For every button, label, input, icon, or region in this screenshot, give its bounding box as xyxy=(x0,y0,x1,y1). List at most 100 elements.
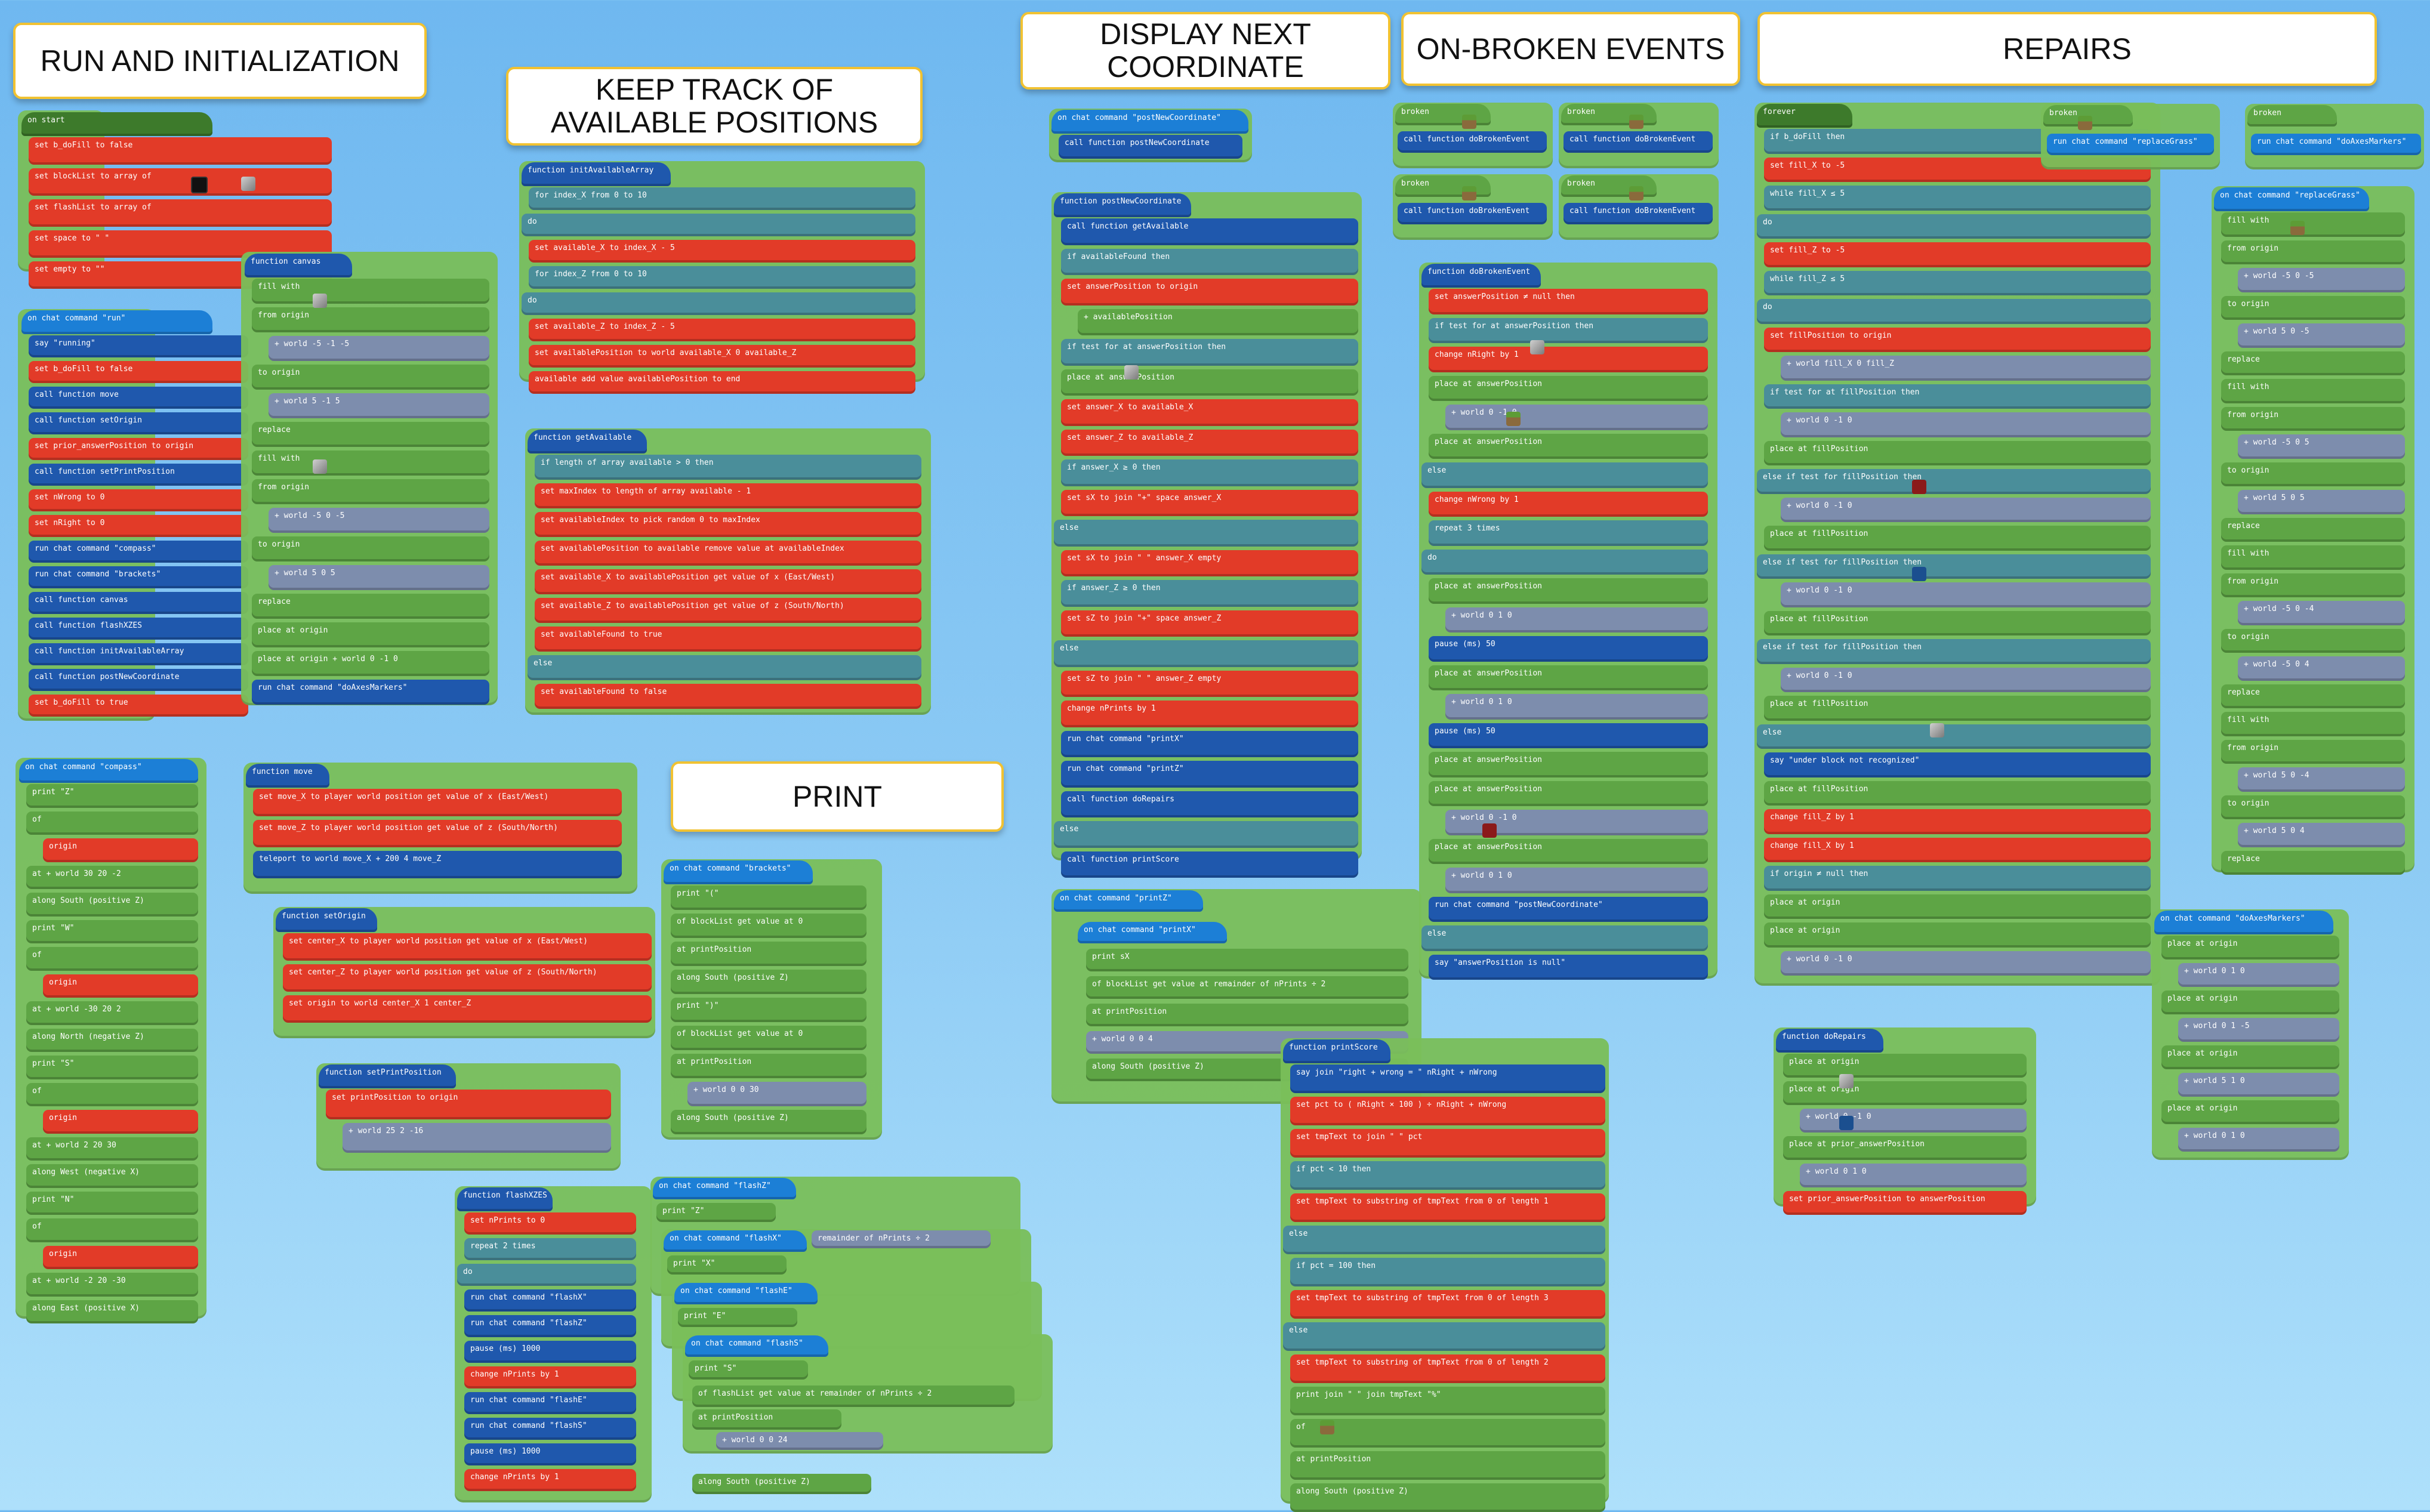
forever-line[interactable]: + world 0 -1 0 xyxy=(1781,951,2151,976)
canvas_fn-line[interactable]: from origin xyxy=(252,479,489,504)
axes_cmd-line[interactable]: place at origin xyxy=(2161,1045,2339,1069)
on_start-hat[interactable]: on start xyxy=(21,112,212,136)
brackets_cmd-line[interactable]: of blockList get value at 0 xyxy=(671,1026,866,1050)
compass_cmd-line[interactable]: at + world -30 20 2 xyxy=(26,1001,198,1025)
dobroken_fn-line[interactable]: + world 0 1 0 xyxy=(1445,868,1708,893)
compass_cmd-line[interactable]: of xyxy=(26,811,198,835)
dobroken_fn-line[interactable]: place at answerPosition xyxy=(1429,375,1708,401)
replacegrass_cmd-line[interactable]: replace xyxy=(2221,684,2405,708)
canvas_fn-line[interactable]: replace xyxy=(252,422,489,447)
forever-line[interactable]: place at origin xyxy=(1764,894,2151,919)
on_start-line[interactable]: set flashList to array of xyxy=(29,199,332,227)
printscore_fn-line[interactable]: of xyxy=(1290,1419,1605,1448)
printx-hat[interactable]: on chat command "printX" xyxy=(1078,922,1227,943)
printscore_fn-line[interactable]: else xyxy=(1283,1226,1605,1254)
move_fn-hat[interactable]: function move xyxy=(246,764,329,788)
forever-line[interactable]: place at fillPosition xyxy=(1764,610,2151,635)
printscore_fn-line[interactable]: set tmpText to substring of tmpText from… xyxy=(1290,1290,1605,1319)
forever-line[interactable]: set fill_Z to -5 xyxy=(1764,242,2151,267)
dobroken_fn-line[interactable]: pause (ms) 50 xyxy=(1429,723,1708,748)
canvas_fn-line[interactable]: from origin xyxy=(252,307,489,332)
dorepairs_fn-hat[interactable]: function doRepairs xyxy=(1776,1029,1883,1053)
postnew_fn-line[interactable]: + availablePosition xyxy=(1078,308,1358,335)
setorigin_fn-line[interactable]: set origin to world center_X 1 center_Z xyxy=(283,995,652,1023)
replacegrass_cmd-line[interactable]: + world -5 0 4 xyxy=(2238,656,2405,681)
printz-line[interactable]: print sX xyxy=(1086,949,1408,971)
canvas_fn-line[interactable]: place at origin + world 0 -1 0 xyxy=(252,651,489,676)
dobroken_fn-line[interactable]: else xyxy=(1421,925,1708,951)
dobroken_fn-line[interactable]: place at answerPosition xyxy=(1429,752,1708,777)
flash-offset-line[interactable]: + world 0 0 24 xyxy=(716,1432,883,1450)
markers-broken-hat[interactable]: broken xyxy=(2247,105,2337,126)
brackets_cmd-line[interactable]: print ")" xyxy=(671,998,866,1022)
run_cmd-line[interactable]: call function move xyxy=(29,387,248,409)
printscore_fn-line[interactable]: if pct = 100 then xyxy=(1290,1258,1605,1286)
printscore_fn-line[interactable]: set tmpText to substring of tmpText from… xyxy=(1290,1193,1605,1222)
replacegrass_cmd-line[interactable]: fill with xyxy=(2221,212,2405,237)
forever-line[interactable]: else xyxy=(1757,724,2151,749)
getavail_fn-line[interactable]: set available_X to availablePosition get… xyxy=(535,569,921,594)
getavail_fn-line[interactable]: else xyxy=(528,655,921,680)
compass_cmd-line[interactable]: print "Z" xyxy=(26,784,198,808)
canvas_fn-line[interactable]: place at origin xyxy=(252,622,489,647)
printscore_fn-line[interactable]: set pct to ( nRight × 100 ) ÷ nRight + n… xyxy=(1290,1097,1605,1125)
replacegrass_cmd-line[interactable]: fill with xyxy=(2221,545,2405,570)
postnew_fn-line[interactable]: if test for at answerPosition then xyxy=(1061,339,1358,366)
brackets_cmd-line[interactable]: along South (positive Z) xyxy=(671,1110,866,1134)
compass_cmd-line[interactable]: of xyxy=(26,1082,198,1106)
on_start-line[interactable]: set b_doFill to false xyxy=(29,137,332,165)
forever-line[interactable]: while fill_X ≤ 5 xyxy=(1764,186,2151,211)
dobroken_fn-hat[interactable]: function doBrokenEvent xyxy=(1421,264,1541,288)
dorepairs_fn-line[interactable]: + world 0 1 0 xyxy=(1800,1164,2027,1187)
replacegrass_cmd-line[interactable]: to origin xyxy=(2221,295,2405,320)
getavail_fn-line[interactable]: set availableFound to true xyxy=(535,627,921,652)
canvas_fn-line[interactable]: replace xyxy=(252,594,489,619)
compass_cmd-line[interactable]: print "N" xyxy=(26,1191,198,1215)
forever-line[interactable]: while fill_Z ≤ 5 xyxy=(1764,270,2151,295)
flash_fn-line[interactable]: do xyxy=(457,1264,636,1286)
move_fn-line[interactable]: teleport to world move_X + 200 4 move_Z xyxy=(253,851,622,878)
init_fn-line[interactable]: set availablePosition to world available… xyxy=(529,345,915,368)
setorigin_fn-hat[interactable]: function setOrigin xyxy=(276,908,377,932)
canvas_fn-line[interactable]: fill with xyxy=(252,450,489,476)
canvas_fn-line[interactable]: + world 5 0 5 xyxy=(269,565,489,590)
run_cmd-line[interactable]: call function postNewCoordinate xyxy=(29,669,248,691)
canvas_fn-hat[interactable]: function canvas xyxy=(245,254,352,277)
canvas_fn-line[interactable]: run chat command "doAxesMarkers" xyxy=(252,680,489,705)
replacegrass_cmd-line[interactable]: + world 5 0 -4 xyxy=(2238,767,2405,792)
forever-line[interactable]: + world 0 -1 0 xyxy=(1781,412,2151,437)
flash-cmd-hat[interactable]: on chat command "flashZ" xyxy=(653,1178,796,1199)
flash-cmd-hat[interactable]: on chat command "flashS" xyxy=(685,1335,828,1357)
compass_cmd-line[interactable]: along South (positive Z) xyxy=(26,893,198,917)
dobroken_fn-line[interactable]: pause (ms) 50 xyxy=(1429,636,1708,662)
compass_cmd-line[interactable]: origin xyxy=(43,838,198,862)
printscore_fn-line[interactable]: say join "right + wrong = " nRight + nWr… xyxy=(1290,1064,1605,1093)
brackets_cmd-line[interactable]: of blockList get value at 0 xyxy=(671,914,866,938)
printscore_fn-line[interactable]: set tmpText to substring of tmpText from… xyxy=(1290,1354,1605,1383)
postnew_fn-line[interactable]: call function printScore xyxy=(1061,851,1358,878)
postnew_fn-line[interactable]: set answerPosition to origin xyxy=(1061,279,1358,306)
broken-hat[interactable]: broken xyxy=(1395,104,1491,125)
move_fn-line[interactable]: set move_Z to player world position get … xyxy=(253,820,622,847)
compass_cmd-line[interactable]: along North (negative Z) xyxy=(26,1028,198,1052)
flash_fn-line[interactable]: pause (ms) 1000 xyxy=(464,1341,636,1363)
flash-at-line[interactable]: at printPosition xyxy=(692,1409,841,1430)
forever-line[interactable]: if origin ≠ null then xyxy=(1764,866,2151,891)
axes_cmd-line[interactable]: place at origin xyxy=(2161,1100,2339,1124)
forever-line[interactable]: + world 0 -1 0 xyxy=(1781,497,2151,522)
canvas_fn-line[interactable]: to origin xyxy=(252,536,489,561)
setorigin_fn-line[interactable]: set center_Z to player world position ge… xyxy=(283,964,652,992)
dobroken_fn-line[interactable]: repeat 3 times xyxy=(1429,520,1708,546)
dobroken_fn-line[interactable]: change nWrong by 1 xyxy=(1429,491,1708,517)
flash_fn-line[interactable]: set nPrints to 0 xyxy=(464,1212,636,1235)
replacegrass_cmd-line[interactable]: + world -5 0 -5 xyxy=(2238,268,2405,292)
compass_cmd-line[interactable]: of xyxy=(26,947,198,971)
forever-line[interactable]: else if test for fillPosition then xyxy=(1757,469,2151,494)
markers-run[interactable]: run chat command "doAxesMarkers" xyxy=(2251,134,2421,155)
forever-line[interactable]: say "under block not recognized" xyxy=(1764,752,2151,777)
run_cmd-line[interactable]: call function canvas xyxy=(29,592,248,614)
postnew_fn-line[interactable]: else xyxy=(1054,821,1358,848)
setprint_fn-line[interactable]: + world 25 2 -16 xyxy=(343,1123,611,1153)
postnew_cmd-line[interactable]: call function postNewCoordinate xyxy=(1059,135,1242,159)
